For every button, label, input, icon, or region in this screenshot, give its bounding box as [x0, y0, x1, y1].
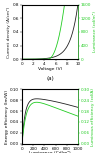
Text: (a): (a): [46, 76, 54, 81]
Y-axis label: Luminance (cd/m²): Luminance (cd/m²): [92, 11, 96, 52]
X-axis label: Voltage (V): Voltage (V): [38, 67, 62, 71]
Y-axis label: Current density (A/cm²): Current density (A/cm²): [7, 6, 11, 58]
X-axis label: Luminance (Cd/m²): Luminance (Cd/m²): [29, 151, 71, 153]
Y-axis label: Luminous efficiency (cd/A): Luminous efficiency (cd/A): [91, 88, 95, 146]
Y-axis label: Energy efficiency (lm/W): Energy efficiency (lm/W): [5, 90, 9, 144]
